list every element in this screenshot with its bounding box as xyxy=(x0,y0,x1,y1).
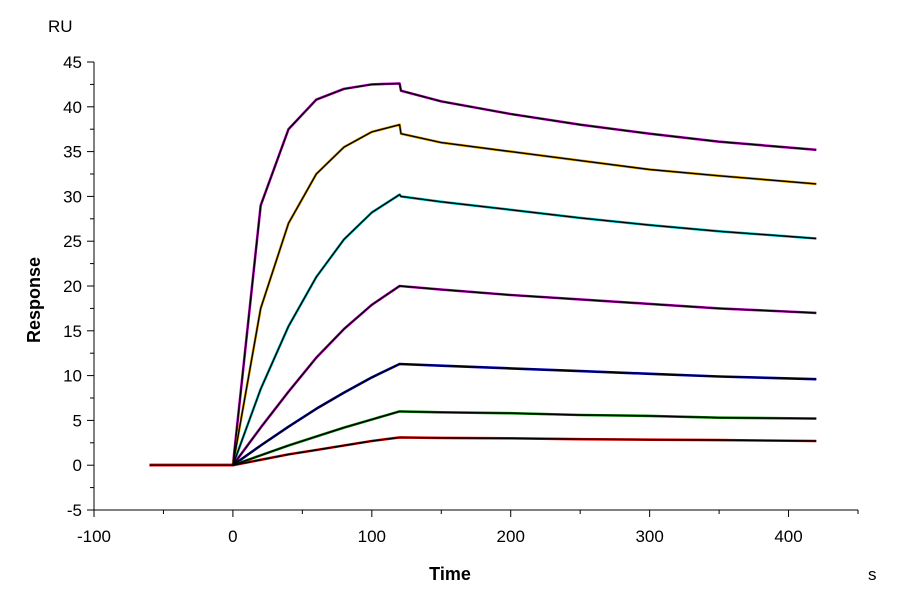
x-tick-label: 300 xyxy=(635,527,663,546)
series-3-data-line xyxy=(149,193,817,467)
series-5-data-line xyxy=(149,362,817,467)
y-tick-label: 20 xyxy=(63,277,82,296)
x-tick-label: 0 xyxy=(228,527,237,546)
y-tick-label: 35 xyxy=(63,143,82,162)
y-tick-label: 0 xyxy=(73,456,82,475)
series-6-fit-line xyxy=(149,410,817,466)
y-tick-label: -5 xyxy=(67,501,82,520)
series-3-fit-line xyxy=(149,193,817,466)
y-unit-label: RU xyxy=(48,17,73,36)
y-tick-label: 40 xyxy=(63,98,82,117)
series-7-fit-line xyxy=(149,436,817,466)
y-tick-label: 45 xyxy=(63,53,82,72)
y-tick-label: 25 xyxy=(63,232,82,251)
y-ticks: -5 0 5 10 15 20 25 30 35 40 45 xyxy=(63,53,94,520)
x-ticks: -100 0 100 200 300 400 xyxy=(77,510,859,546)
x-tick-label: 200 xyxy=(497,527,525,546)
series-1-fit-line xyxy=(149,82,817,466)
series-2-fit-line xyxy=(149,123,817,466)
x-tick-label: 100 xyxy=(358,527,386,546)
series-group xyxy=(149,82,817,467)
series-4-fit-line xyxy=(149,285,817,466)
y-tick-label: 10 xyxy=(63,367,82,386)
axes-group: -5 0 5 10 15 20 25 30 35 40 45 -100 0 100 200 300 400 xyxy=(63,53,859,546)
y-tick-label: 30 xyxy=(63,187,82,206)
series-5-fit-line xyxy=(149,363,817,466)
x-tick-label: -100 xyxy=(77,527,111,546)
x-unit-label: s xyxy=(868,565,877,584)
x-axis-title: Time xyxy=(429,564,471,584)
y-tick-label: 15 xyxy=(63,322,82,341)
y-tick-label: 5 xyxy=(73,411,82,430)
y-axis-title: Response xyxy=(24,257,44,343)
x-tick-label: 400 xyxy=(774,527,802,546)
